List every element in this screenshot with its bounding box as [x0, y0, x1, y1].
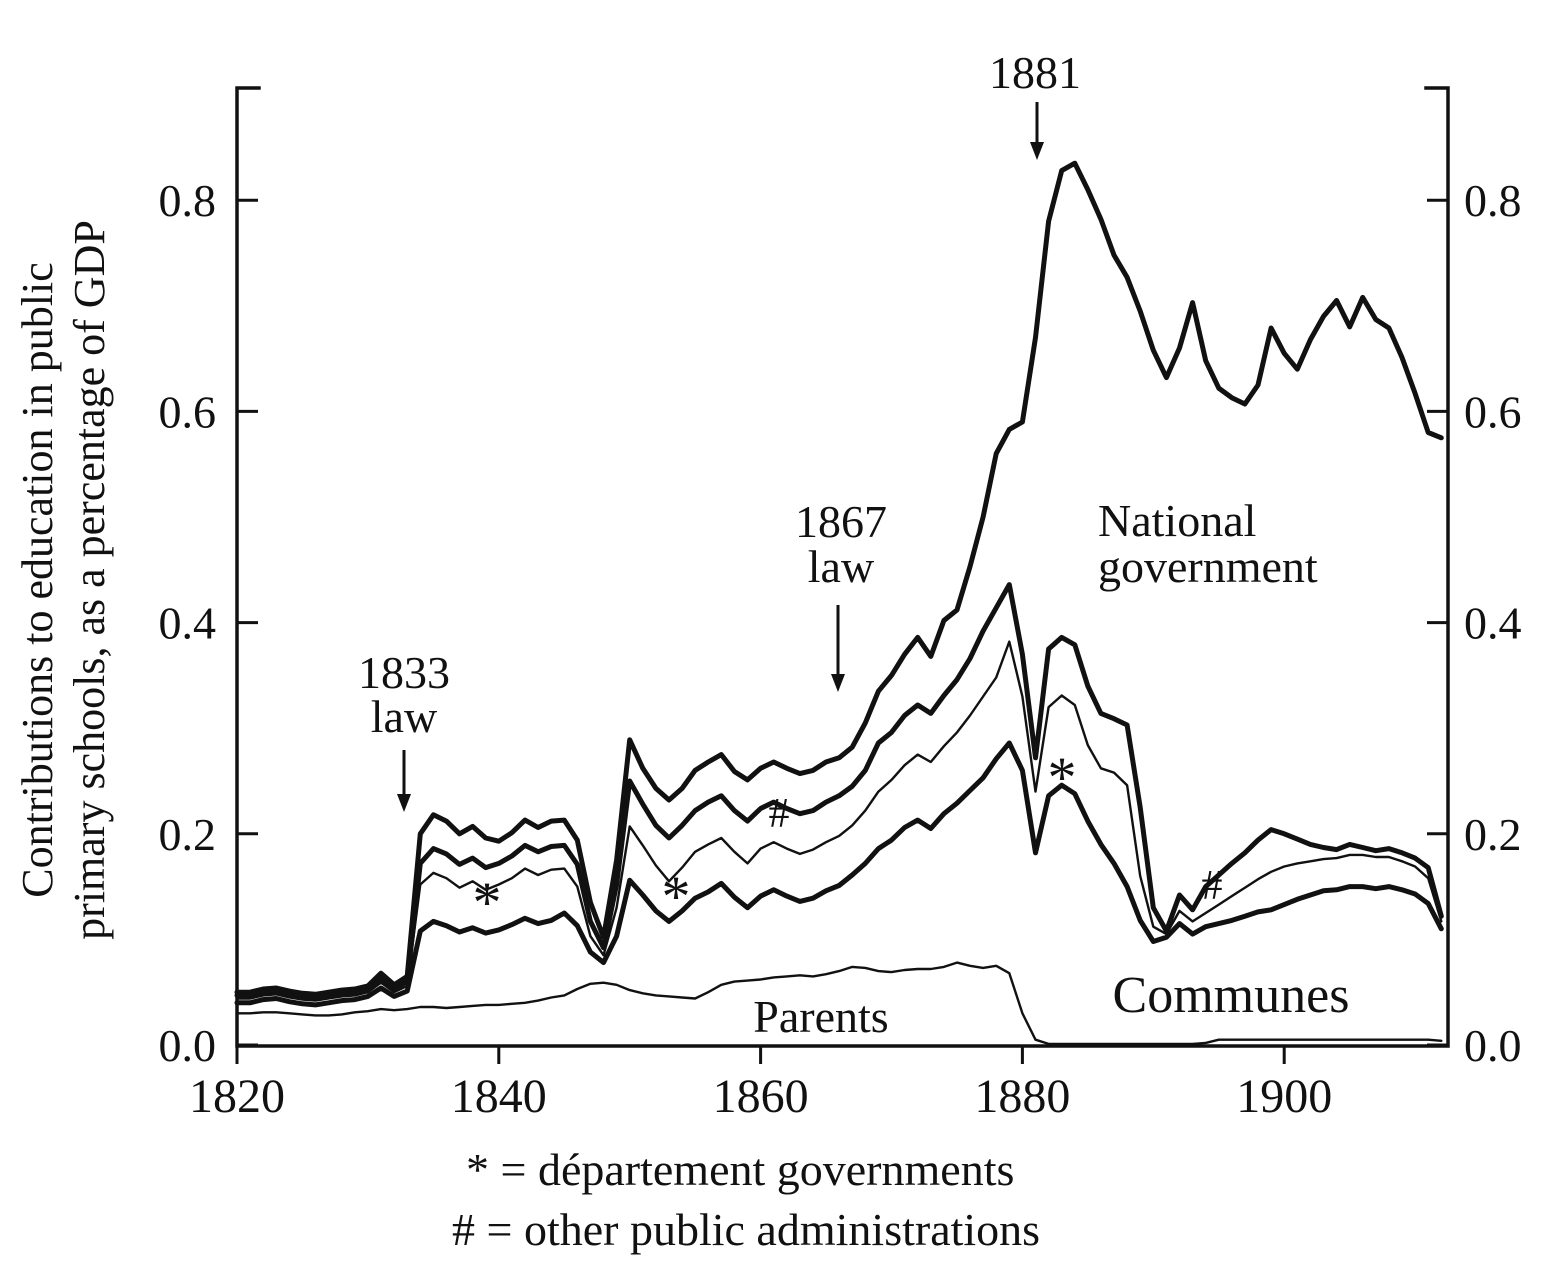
data-series: [234, 160, 1444, 1046]
axis-ticks: 0.0 0.0 0.2 0.2 0.4 0.4 0.6 0.6 0.8 0.8 1820 1840 18…: [159, 175, 1522, 1123]
y-axis-tick-label-right-0.2: 0.2: [1464, 809, 1522, 860]
annotation-1833-law-line1: 1833: [358, 647, 450, 698]
label-national-government-line2: government: [1098, 541, 1318, 592]
x-axis-tick-label-1840: 1840: [451, 1070, 547, 1123]
annotation-1867-law-line2: law: [808, 541, 875, 592]
departement-band-marker-3: *: [1048, 745, 1077, 810]
annotation-1867-law-line1: 1867: [795, 496, 887, 547]
label-parents: Parents: [753, 991, 888, 1042]
legend-other-public-administrations: # = other public administrations: [452, 1204, 1040, 1255]
annotation-1867-law: 1867 law: [795, 496, 887, 692]
y-axis-title: Contributions to education in public pri…: [13, 220, 114, 940]
other-admin-band-marker-1: #: [769, 791, 790, 837]
annotation-1833-law-line2: law: [371, 691, 438, 742]
x-axis-tick-label-1860: 1860: [713, 1070, 809, 1123]
label-communes: Communes: [1113, 967, 1350, 1024]
y-axis-tick-label-right-0.6: 0.6: [1464, 386, 1522, 437]
annotation-1833-law: 1833 law: [358, 647, 450, 812]
legend: * = département governments # = other pu…: [452, 1144, 1040, 1255]
x-axis-tick-label-1880: 1880: [974, 1070, 1070, 1123]
y-axis-tick-label-left-0.0: 0.0: [159, 1020, 217, 1071]
series-line-parents: [235, 961, 1443, 1046]
annotation-1881-arrowhead: [1030, 142, 1044, 160]
y-axis-tick-label-right-0.0: 0.0: [1464, 1020, 1522, 1071]
annotation-1833-arrowhead: [397, 794, 411, 812]
other-admin-band-marker-2: #: [1202, 863, 1223, 909]
departement-band-marker-2: *: [662, 864, 691, 929]
y-axis-title-line2: primary schools, as a percentage of GDP: [65, 220, 114, 940]
annotation-1867-arrowhead: [831, 674, 845, 692]
departement-band-marker-1: *: [473, 870, 502, 935]
legend-departement-governments: * = département governments: [466, 1144, 1014, 1195]
x-axis-tick-label-1820: 1820: [189, 1070, 285, 1123]
y-axis-tick-label-left-0.6: 0.6: [159, 386, 217, 437]
series-line-cumulative-through-other-public-administrations: [234, 582, 1444, 1000]
series-line-cumulative-through-departement-governments: [235, 640, 1443, 1002]
series-line-communes: [234, 740, 1444, 1008]
y-axis-title-line1: Contributions to education in public: [13, 262, 62, 898]
series-line-total-incl-national-government: [234, 160, 1444, 997]
x-axis-tick-label-1900: 1900: [1236, 1070, 1332, 1123]
y-axis-tick-label-left-0.2: 0.2: [159, 809, 217, 860]
axes: 0.0 0.0 0.2 0.2 0.4 0.4 0.6 0.6 0.8 0.8 1820 1840 18…: [159, 86, 1522, 1123]
label-national-government-line1: National: [1098, 495, 1256, 546]
y-axis-tick-label-left-0.4: 0.4: [159, 598, 217, 649]
annotation-1881: 1881: [989, 47, 1081, 160]
y-axis-tick-label-right-0.8: 0.8: [1464, 175, 1522, 226]
y-axis-tick-label-left-0.8: 0.8: [159, 175, 217, 226]
annotation-1881-label: 1881: [989, 47, 1081, 98]
y-axis-tick-label-right-0.4: 0.4: [1464, 598, 1522, 649]
